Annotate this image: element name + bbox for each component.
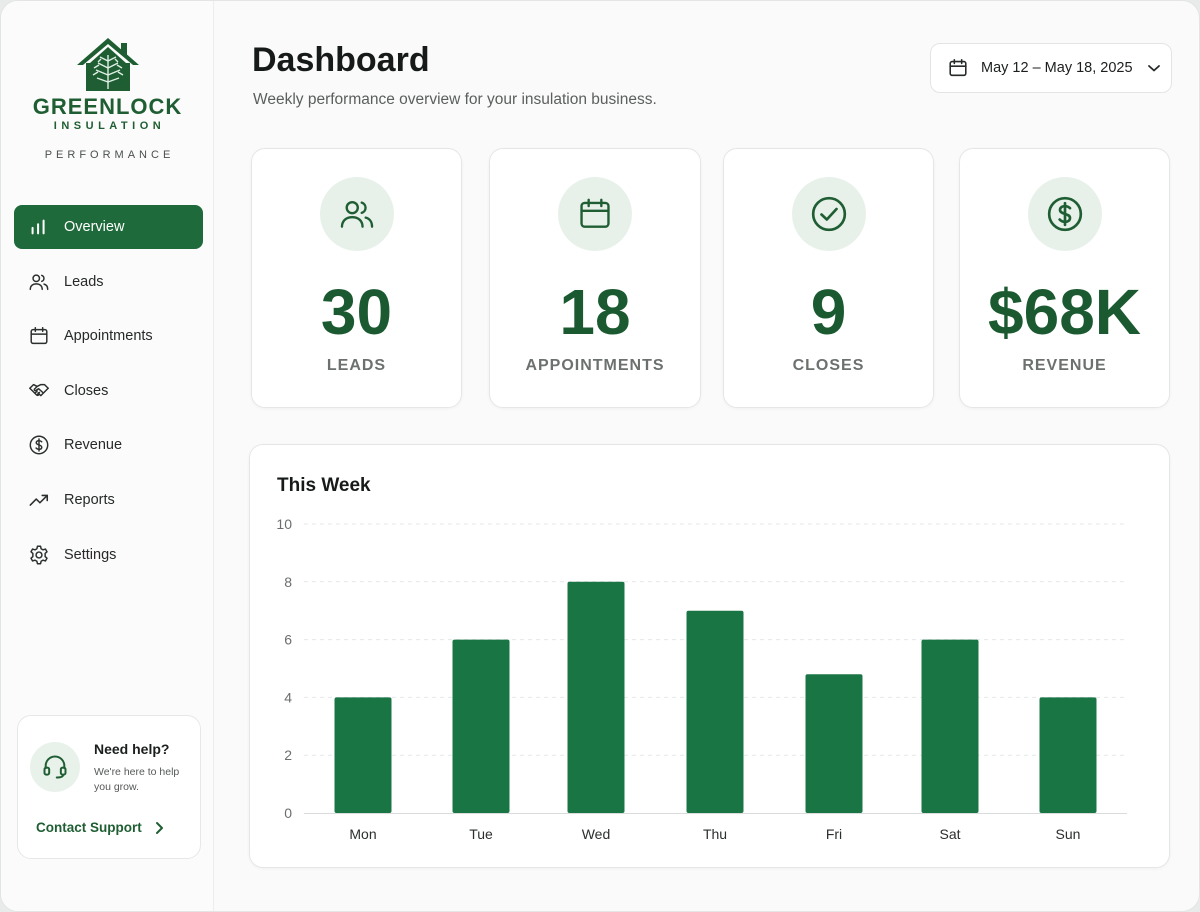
sidebar-item-appointments[interactable]: Appointments	[14, 314, 203, 358]
y-tick-label: 2	[284, 747, 292, 763]
x-tick-label: Mon	[349, 826, 376, 842]
dollar-circle-icon	[1027, 177, 1102, 251]
sidebar-item-label: Overview	[64, 219, 125, 235]
sidebar-item-label: Closes	[64, 382, 109, 399]
sidebar-item-settings[interactable]: Settings	[14, 533, 203, 577]
sidebar-item-overview[interactable]: Overview	[14, 205, 203, 249]
sidebar-item-label: Leads	[64, 273, 104, 290]
users-icon	[319, 177, 394, 251]
calendar-icon	[947, 57, 969, 79]
stat-value: 9	[810, 276, 847, 348]
bar-mon	[334, 697, 392, 813]
bar-thu	[686, 610, 744, 813]
bar-wed	[567, 581, 625, 813]
sidebar-item-closes[interactable]: Closes	[14, 369, 203, 413]
stat-label: REVENUE	[1022, 357, 1107, 374]
bar-sun	[1039, 697, 1097, 813]
stat-value: $68K	[988, 276, 1141, 348]
stat-card-appointments[interactable]: 18 APPOINTMENTS	[489, 148, 701, 408]
sidebar-item-reports[interactable]: Reports	[14, 478, 203, 522]
x-tick-label: Wed	[582, 826, 611, 842]
contact-support-label: Contact Support	[36, 820, 142, 835]
page-title: Dashboard	[252, 41, 430, 79]
chevron-right-icon	[154, 821, 166, 835]
y-tick-label: 0	[284, 805, 292, 821]
gear-icon	[28, 544, 50, 566]
stat-label: LEADS	[326, 357, 387, 374]
bar-tue	[452, 639, 510, 813]
help-title: Need help?	[94, 741, 170, 757]
y-tick-label: 8	[284, 574, 292, 590]
sidebar-item-revenue[interactable]: Revenue	[14, 423, 203, 467]
stat-label: CLOSES	[792, 357, 865, 374]
check-circle-icon	[791, 177, 866, 251]
chart-title: This Week	[277, 475, 371, 496]
calendar-icon	[28, 325, 50, 347]
y-tick-label: 6	[284, 632, 292, 648]
stat-value: 18	[559, 276, 631, 348]
stat-label: APPOINTMENTS	[525, 357, 665, 374]
y-tick-label: 4	[284, 689, 292, 705]
weekly-chart-card: This Week 0 2 4 6 8 10 Mon Tue Wed Thu Fri Sat Sun	[249, 444, 1170, 868]
y-tick-label: 10	[276, 516, 292, 532]
sidebar-item-leads[interactable]: Leads	[14, 260, 203, 304]
x-tick-label: Sun	[1056, 826, 1081, 842]
trending-up-icon	[28, 489, 50, 511]
sidebar-item-label: Settings	[64, 546, 117, 563]
date-range-picker[interactable]: May 12 – May 18, 2025	[930, 43, 1172, 93]
bar-fri	[805, 674, 863, 813]
brand-name: GREENLOCK	[32, 94, 183, 119]
x-tick-label: Sat	[939, 826, 960, 842]
stat-value: 30	[320, 276, 393, 348]
calendar-icon	[558, 177, 632, 251]
brand-tagline: PERFORMANCE	[44, 149, 175, 161]
brand-logo[interactable]: GREENLOCK INSULATION PERFORMANCE	[1, 35, 214, 161]
stat-card-leads[interactable]: 30 LEADS	[251, 148, 462, 408]
headset-icon	[30, 742, 80, 792]
dollar-circle-icon	[28, 434, 50, 456]
stat-card-revenue[interactable]: $68K REVENUE	[959, 148, 1170, 408]
x-tick-label: Tue	[469, 826, 493, 842]
house-logo-icon	[76, 38, 139, 91]
x-tick-label: Thu	[703, 826, 727, 842]
date-range-value: May 12 – May 18, 2025	[981, 60, 1133, 76]
brand-subname: INSULATION	[53, 120, 166, 132]
sidebar-item-label: Revenue	[64, 437, 123, 454]
x-tick-label: Fri	[826, 826, 842, 842]
sidebar: GREENLOCK INSULATION PERFORMANCE Overvie…	[1, 1, 214, 911]
sidebar-item-label: Appointments	[64, 328, 153, 345]
users-icon	[28, 271, 50, 293]
bar-chart-icon	[28, 216, 50, 238]
contact-support-link[interactable]: Contact Support	[36, 820, 166, 835]
help-text: We're here to help you grow.	[94, 766, 180, 793]
chevron-down-icon	[1147, 63, 1161, 73]
sidebar-nav: Overview Leads Appointments	[14, 205, 203, 587]
page-subtitle: Weekly performance overview for your ins…	[253, 91, 657, 108]
help-card: Need help? We're here to help you grow. …	[17, 715, 201, 859]
sidebar-item-label: Reports	[64, 491, 115, 508]
bar-chart: 0 2 4 6 8 10 Mon Tue Wed Thu Fri Sat Sun	[276, 516, 1127, 842]
handshake-icon	[28, 380, 50, 402]
bar-sat	[921, 639, 979, 813]
stat-card-closes[interactable]: 9 CLOSES	[723, 148, 934, 408]
